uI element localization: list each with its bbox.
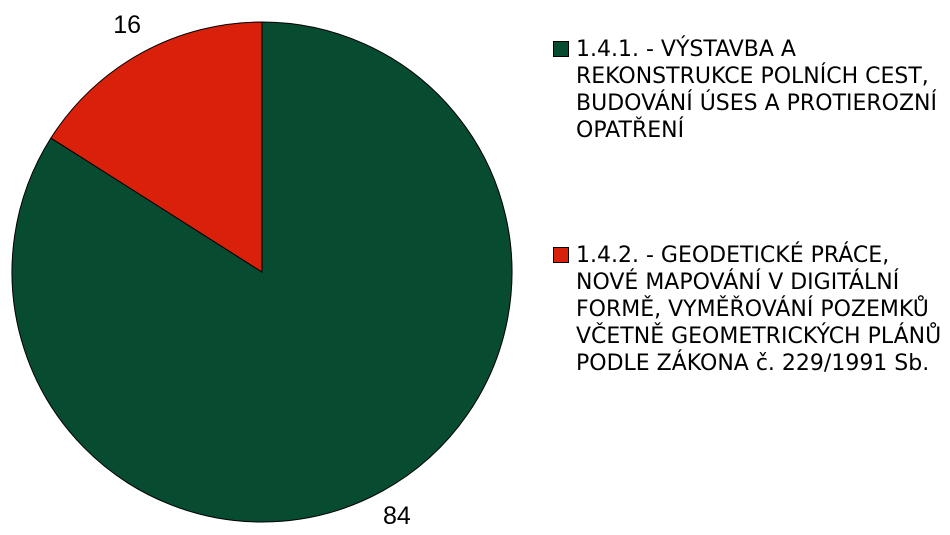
legend-item: 1.4.1. - VÝSTAVBA A REKONSTRUKCE POLNÍCH…	[553, 36, 948, 144]
legend-swatch	[553, 247, 569, 263]
legend-item: 1.4.2. - GEODETICKÉ PRÁCE, NOVÉ MAPOVÁNÍ…	[553, 242, 948, 377]
data-label: 16	[113, 11, 141, 39]
pie-slice	[50, 21, 263, 273]
legend-label: 1.4.2. - GEODETICKÉ PRÁCE, NOVÉ MAPOVÁNÍ…	[576, 243, 942, 376]
legend-label: 1.4.1. - VÝSTAVBA A REKONSTRUKCE POLNÍCH…	[576, 37, 937, 143]
legend-swatch	[553, 41, 569, 57]
chart: 84 16	[11, 11, 513, 530]
legend: 1.4.1. - VÝSTAVBA A REKONSTRUKCE POLNÍCH…	[553, 36, 948, 475]
data-label: 84	[383, 502, 411, 530]
